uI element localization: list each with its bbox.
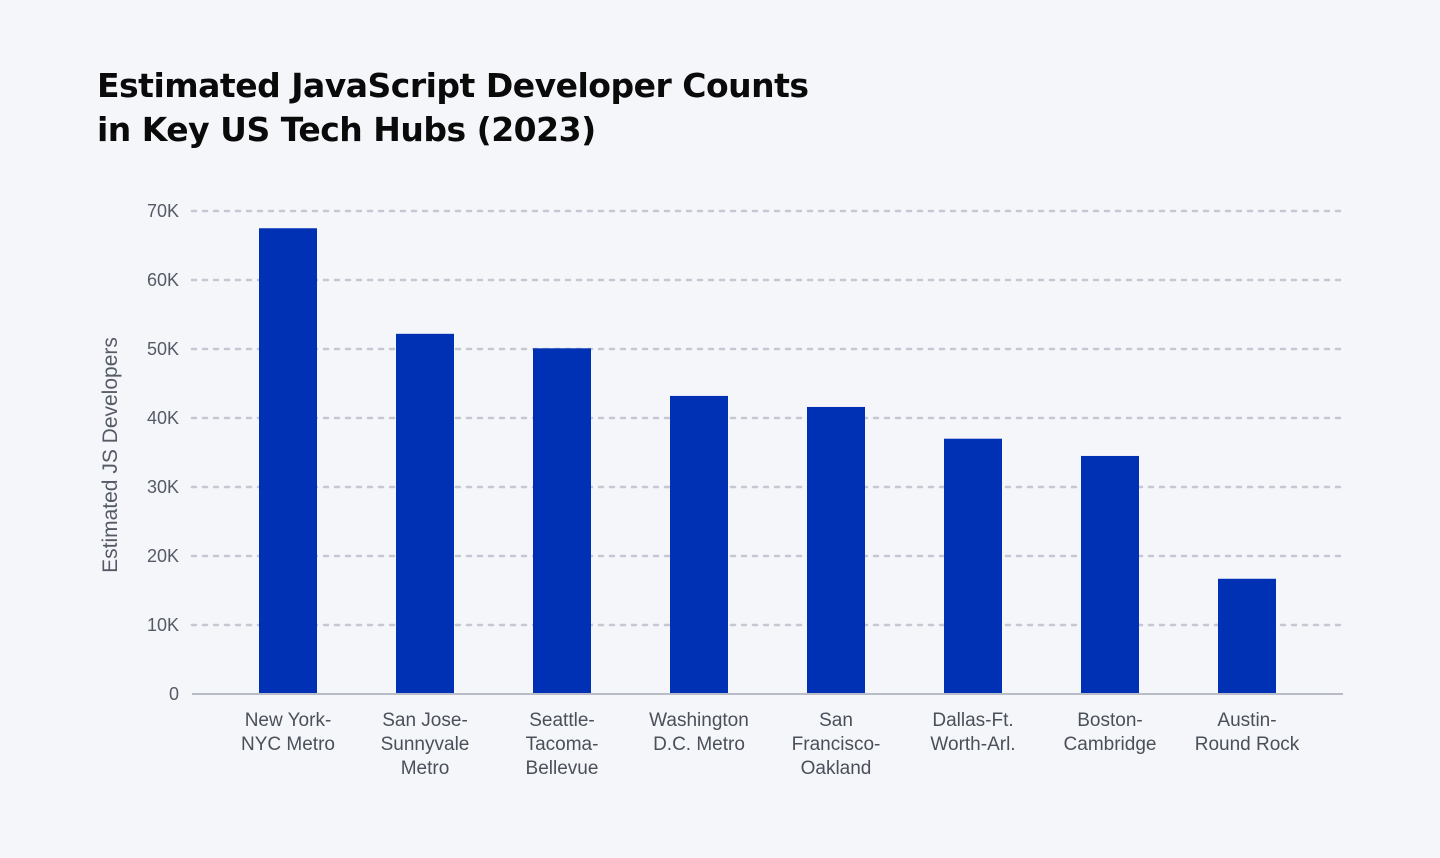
y-tick-label: 30K	[147, 477, 179, 497]
x-tick-label: D.C. Metro	[653, 734, 745, 755]
bar	[1218, 578, 1276, 694]
x-tick-label: Bellevue	[526, 758, 599, 779]
chart-title-line-1: Estimated JavaScript Developer Counts	[97, 66, 809, 105]
chart-title: Estimated JavaScript Developer Counts in…	[97, 64, 809, 152]
x-tick-label: Round Rock	[1195, 734, 1300, 755]
bar	[533, 348, 591, 694]
y-tick-label: 10K	[147, 615, 179, 635]
x-tick-label: NYC Metro	[241, 734, 335, 755]
y-tick-label: 70K	[147, 201, 179, 221]
x-tick-label: Washington	[649, 710, 749, 731]
y-tick-label: 40K	[147, 408, 179, 428]
chart-title-line-2: in Key US Tech Hubs (2023)	[97, 110, 596, 149]
x-tick-label: Francisco-	[792, 734, 881, 755]
bar	[259, 228, 317, 694]
x-tick-label: New York-	[245, 710, 332, 731]
x-tick-label: Seattle-	[529, 710, 594, 731]
y-tick-label: 60K	[147, 270, 179, 290]
y-tick-label: 0	[169, 684, 179, 704]
bar	[670, 395, 728, 694]
x-tick-label: Austin-	[1217, 710, 1276, 731]
x-tick-label: Sunnyvale	[381, 734, 470, 755]
bar	[807, 406, 865, 694]
x-tick-label: San Jose-	[382, 710, 468, 731]
x-tick-label: Metro	[401, 758, 450, 779]
x-tick-label: Tacoma-	[526, 734, 599, 755]
bar	[1081, 455, 1139, 694]
x-tick-label: Worth-Arl.	[930, 734, 1015, 755]
x-tick-label: Dallas-Ft.	[932, 710, 1013, 731]
y-tick-label: 50K	[147, 339, 179, 359]
y-axis-label: Estimated JS Developers	[99, 337, 122, 573]
x-tick-label: Boston-	[1077, 710, 1142, 731]
x-tick-label: San	[819, 710, 853, 731]
y-tick-label: 20K	[147, 546, 179, 566]
bar	[944, 438, 1002, 694]
x-tick-label: Cambridge	[1064, 734, 1157, 755]
bar	[396, 333, 454, 694]
x-tick-label: Oakland	[801, 758, 872, 779]
